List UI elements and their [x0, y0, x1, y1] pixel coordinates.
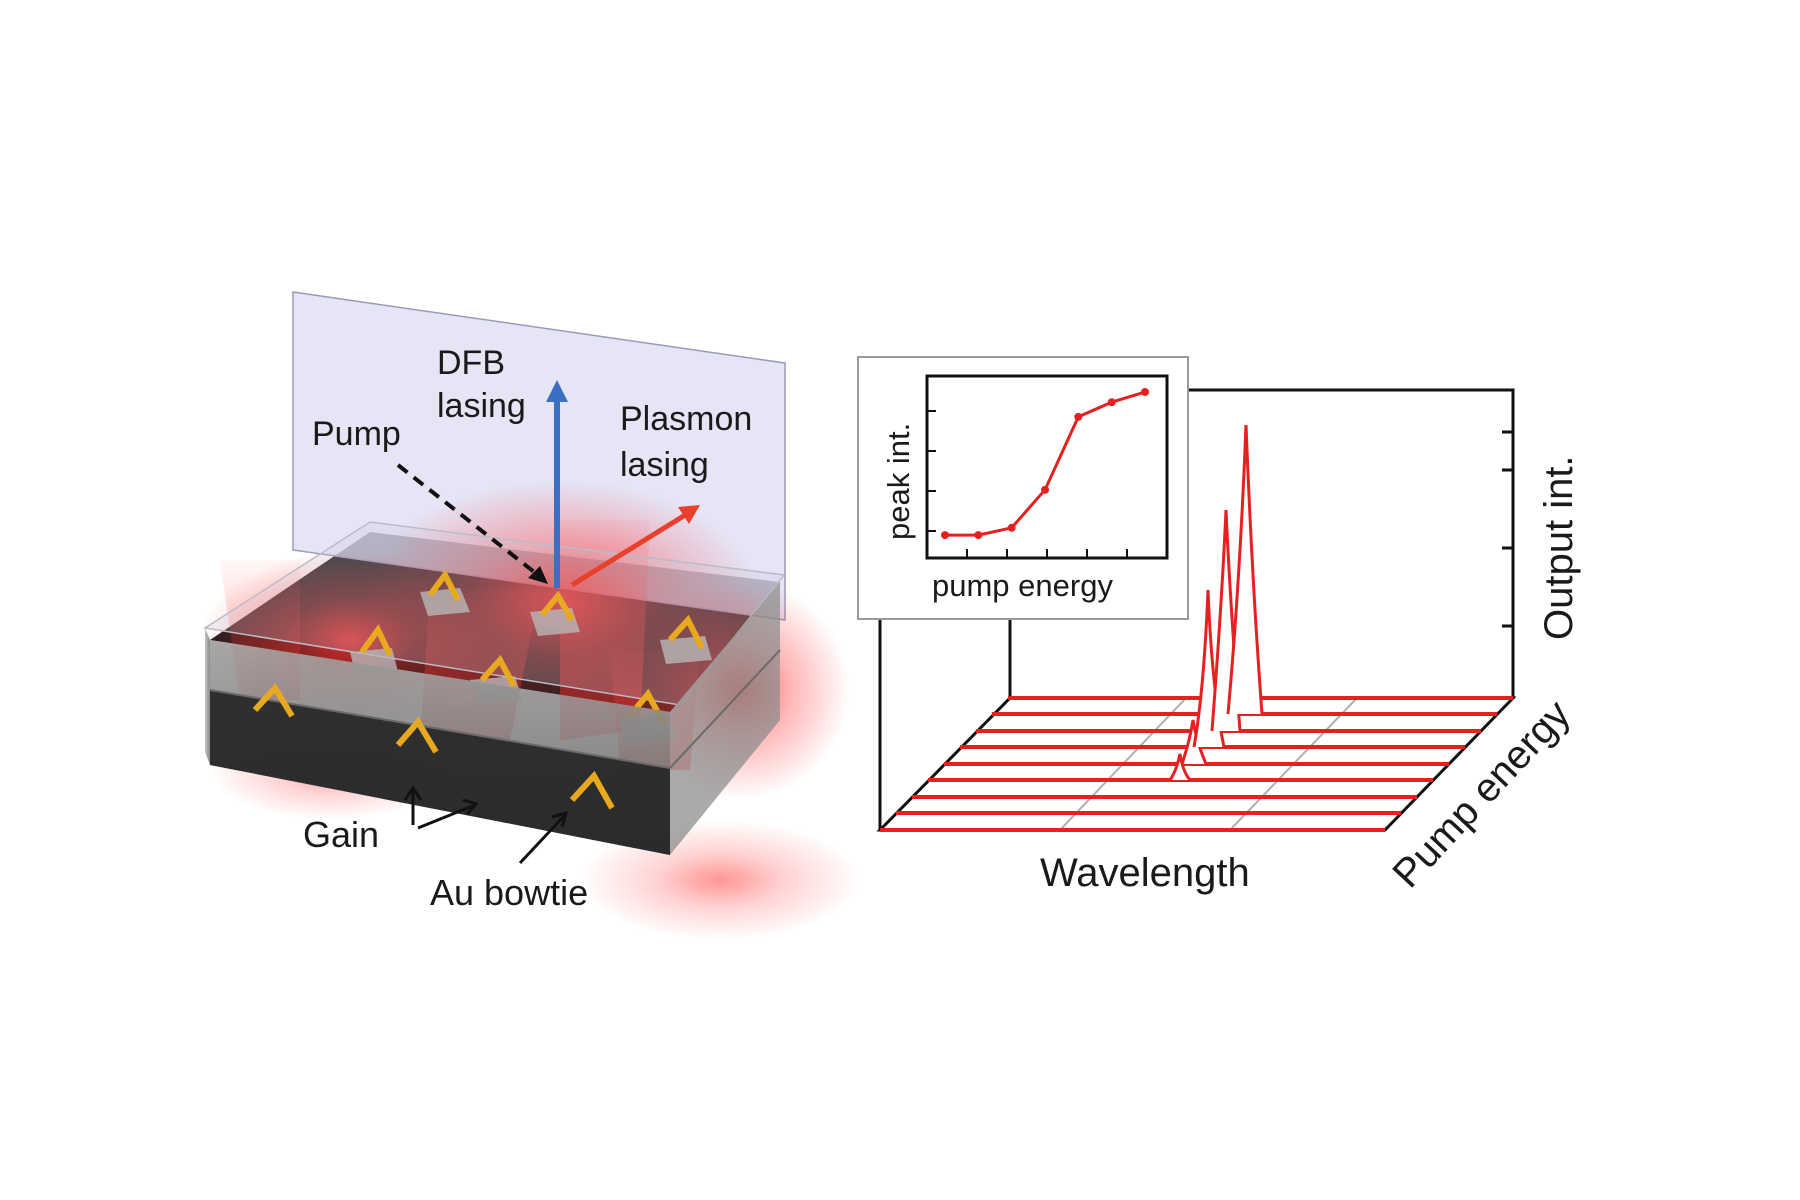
plasmon-arrowhead-icon — [678, 505, 700, 524]
au-bowtie-label: Au bowtie — [430, 872, 588, 913]
inset-plot-area — [925, 374, 1169, 560]
inset-x-ticks — [966, 549, 1128, 558]
gain-stripe — [210, 690, 670, 855]
lasing-spectra-plot: pump energy peak int. Wavelength Output … — [857, 356, 1581, 896]
slab-right-face — [670, 582, 780, 855]
inset-series — [941, 388, 1149, 540]
inset-ylabel: peak int. — [881, 423, 916, 540]
bowtie-icon — [539, 590, 575, 622]
inset-data-point — [1107, 398, 1116, 407]
bowtie-icon — [427, 569, 461, 602]
inset-data-point — [1074, 412, 1083, 421]
plasmon-laser-schematic: DFB lasing Pump Plasmon lasing Gain Au b… — [200, 291, 860, 940]
inset-data-point — [1141, 388, 1149, 396]
glass-top — [202, 521, 786, 706]
bowtie-icon — [569, 770, 615, 810]
inset-data-point — [1007, 523, 1016, 532]
bowtie-icon — [252, 683, 295, 718]
spectral-peaks — [1168, 424, 1264, 781]
inset-y-ticks — [927, 410, 936, 532]
bowtie-icon — [667, 614, 705, 650]
slab-side-face — [205, 628, 210, 765]
inset-data-point — [974, 531, 983, 540]
plasmon-label-line2: lasing — [620, 446, 709, 484]
pump-arrowhead-icon — [528, 566, 548, 584]
wavelength-axis-label: Wavelength — [1040, 851, 1250, 895]
bowtie-icon — [479, 654, 517, 688]
gain-callout — [417, 798, 479, 830]
bowtie-callout — [518, 810, 569, 865]
z-axis-ticks — [1502, 430, 1513, 628]
dfb-arrowhead-icon — [546, 380, 568, 402]
dfb-label: DFB — [437, 344, 505, 382]
gain-callout — [403, 785, 423, 825]
plasmon-label: Plasmon — [620, 400, 752, 438]
pump-label: Pump — [312, 415, 401, 453]
plasmon-lasing-arrow — [570, 509, 692, 588]
pump-arrow — [396, 463, 540, 577]
bowtie-icon — [395, 716, 439, 754]
bowtie-icon — [359, 624, 393, 657]
inset-xlabel: pump energy — [932, 568, 1113, 603]
inset-data-point — [941, 531, 949, 540]
gain-label: Gain — [303, 814, 379, 855]
output-axis-label: Output int. — [1537, 455, 1581, 640]
inset-data-point — [1041, 485, 1049, 494]
dfb-label-line2: lasing — [437, 387, 526, 425]
